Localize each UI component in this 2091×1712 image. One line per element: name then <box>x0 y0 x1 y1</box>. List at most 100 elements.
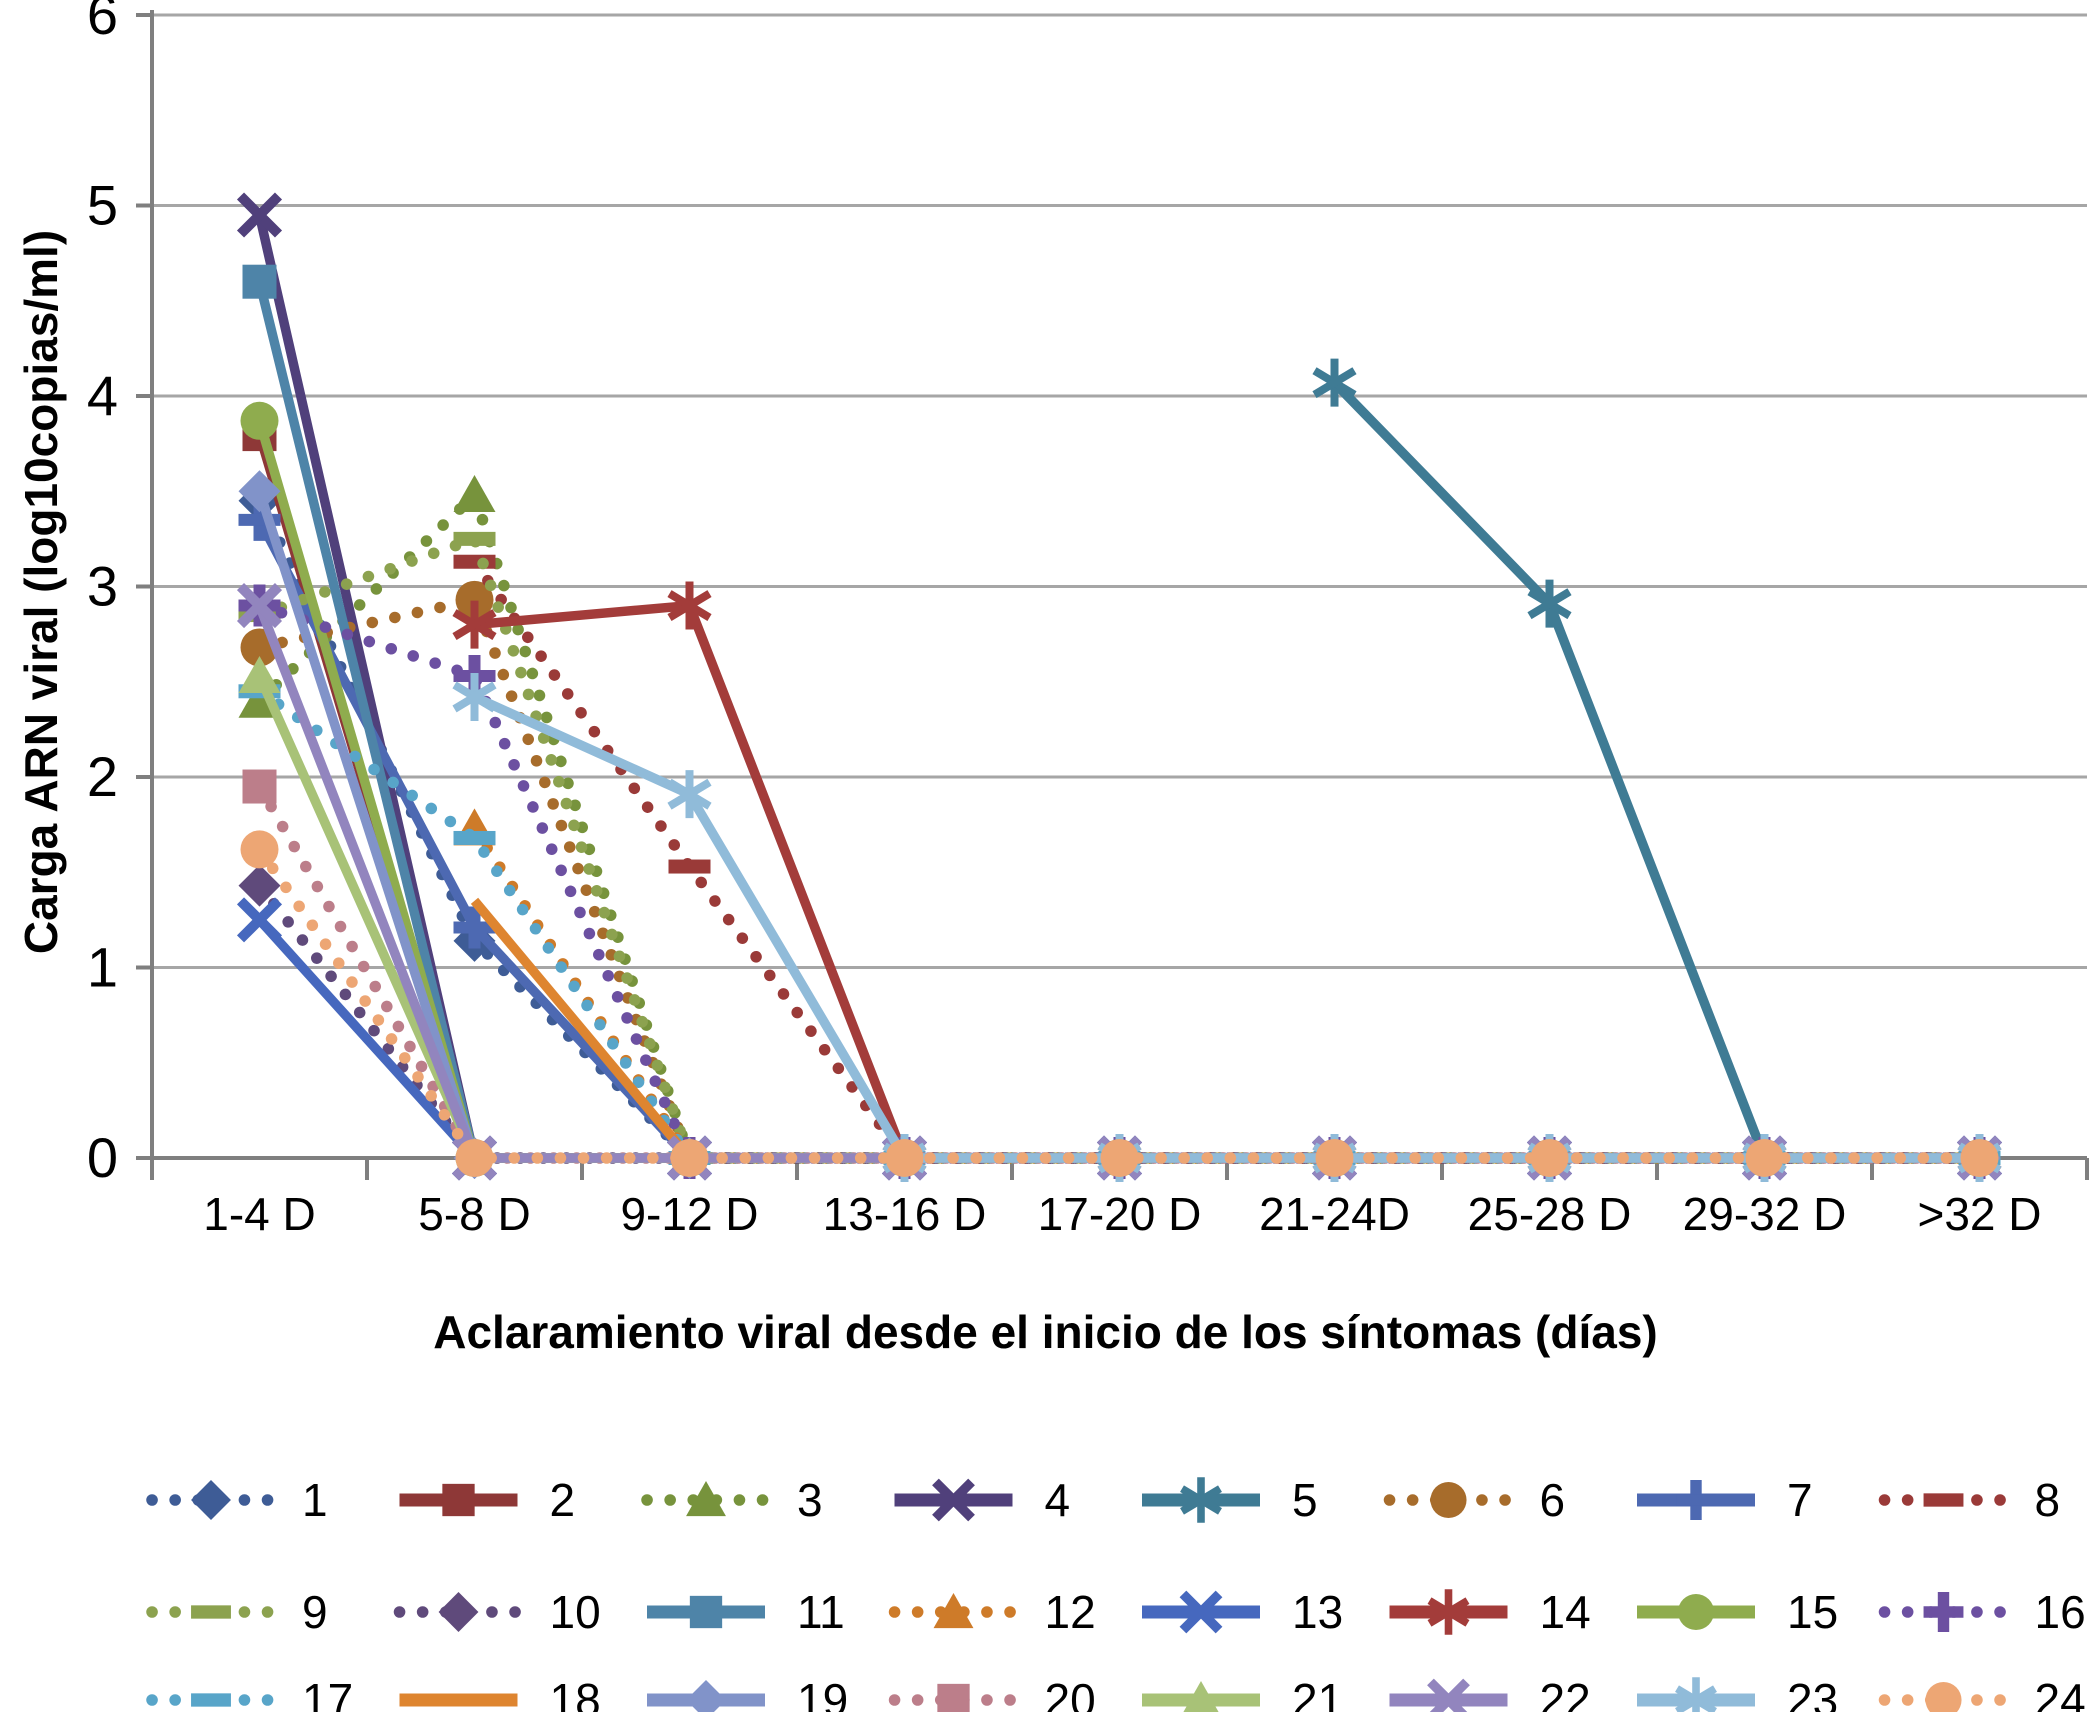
marker-dash <box>668 859 711 874</box>
legend-label-22: 22 <box>1540 1674 1591 1712</box>
marker-circle <box>885 1139 924 1177</box>
marker-circle <box>1960 1139 1999 1177</box>
x-tick-label: 17-20 D <box>1038 1188 1202 1240</box>
marker-circle <box>1100 1139 1139 1177</box>
marker-x <box>236 583 283 629</box>
legend-label-11: 11 <box>797 1586 845 1638</box>
marker-triangle <box>933 1593 974 1629</box>
marker-asterisk <box>667 778 712 810</box>
series-3-line <box>253 489 1986 1164</box>
marker-circle <box>1745 1139 1784 1177</box>
legend-label-6: 6 <box>1540 1474 1566 1526</box>
y-tick-label: 6 <box>87 0 118 46</box>
marker-diamond <box>438 1592 479 1632</box>
legend-label-15: 15 <box>1787 1586 1838 1638</box>
marker-asterisk <box>452 681 497 713</box>
legend-label-24: 24 <box>2035 1674 2086 1712</box>
marker-x <box>932 1478 975 1522</box>
legend-label-20: 20 <box>1045 1674 1096 1712</box>
legend-label-7: 7 <box>1787 1474 1813 1526</box>
marker-circle <box>455 1139 494 1177</box>
x-tick-label: 1-4 D <box>203 1188 315 1240</box>
marker-square <box>242 264 277 299</box>
series-10-line <box>253 879 1986 1164</box>
x-tick-label: 9-12 D <box>620 1188 758 1240</box>
x-tick-label: 25-28 D <box>1468 1188 1632 1240</box>
series-16-line <box>253 599 1986 1164</box>
legend-label-14: 14 <box>1540 1586 1591 1638</box>
legend-label-5: 5 <box>1292 1474 1318 1526</box>
marker-asterisk <box>452 609 497 641</box>
series-6-line <box>253 594 1986 1164</box>
marker-dash <box>191 1605 231 1619</box>
marker-x <box>1179 1590 1223 1634</box>
x-tick-label: 13-16 D <box>823 1188 987 1240</box>
marker-dash <box>191 1693 231 1707</box>
legend-label-2: 2 <box>550 1474 576 1526</box>
y-tick-label: 5 <box>87 174 118 237</box>
legend-label-10: 10 <box>550 1586 601 1638</box>
marker-triangle <box>686 1481 726 1517</box>
marker-dash <box>453 830 496 845</box>
marker-circle <box>1677 1593 1715 1631</box>
legend-label-21: 21 <box>1292 1674 1343 1712</box>
y-tick-label: 0 <box>87 1126 118 1189</box>
legend-label-19: 19 <box>797 1674 848 1712</box>
y-tick-label: 2 <box>87 745 118 808</box>
marker-circle <box>1430 1481 1467 1519</box>
marker-asterisk <box>1527 588 1572 620</box>
marker-diamond <box>686 1680 726 1712</box>
marker-triangle <box>1183 1681 1219 1712</box>
marker-diamond <box>238 864 281 907</box>
marker-circle <box>1315 1139 1354 1177</box>
marker-dash <box>453 531 496 546</box>
y-tick-label: 4 <box>87 364 118 427</box>
marker-asterisk <box>1427 1597 1470 1627</box>
marker-asterisk <box>1312 367 1357 399</box>
y-tick-label: 1 <box>87 936 118 999</box>
marker-circle <box>1925 1681 1962 1712</box>
marker-dash <box>453 554 496 569</box>
legend-label-17: 17 <box>302 1674 353 1712</box>
marker-diamond <box>191 1480 231 1520</box>
x-axis-title: Aclaramiento viral desde el inicio de lo… <box>433 1306 1658 1358</box>
legend-label-18: 18 <box>550 1674 601 1712</box>
marker-circle <box>240 830 279 869</box>
marker-triangle <box>238 656 281 694</box>
x-tick-label: >32 D <box>1917 1188 2041 1240</box>
series-22-line <box>255 603 1980 1163</box>
series-4-line <box>254 213 1980 1163</box>
legend-label-12: 12 <box>1045 1586 1096 1638</box>
legend-label-23: 23 <box>1787 1674 1838 1712</box>
marker-square <box>442 1483 475 1517</box>
marker-asterisk <box>667 590 712 621</box>
marker-dash <box>1923 1493 1964 1507</box>
marker-circle <box>455 580 494 619</box>
x-tick-label: 5-8 D <box>418 1188 530 1240</box>
marker-circle <box>670 1139 709 1177</box>
marker-triangle <box>453 475 496 513</box>
series-17-line <box>253 685 1986 1164</box>
marker-circle <box>240 401 279 440</box>
legend-label-8: 8 <box>2035 1474 2061 1526</box>
legend-label-1: 1 <box>302 1474 328 1526</box>
marker-diamond <box>238 470 281 513</box>
legend-label-13: 13 <box>1292 1586 1343 1638</box>
marker-asterisk <box>1675 1685 1717 1712</box>
legend-label-4: 4 <box>1045 1474 1071 1526</box>
legend-label-16: 16 <box>2035 1586 2086 1638</box>
x-tick-label: 21-24D <box>1259 1188 1410 1240</box>
series-5-line <box>1331 379 1980 1163</box>
series-23-line <box>472 692 1980 1163</box>
y-axis-title: Carga ARN viral (log10copias/ml) <box>15 229 67 955</box>
marker-square <box>689 1595 723 1629</box>
legend-label-9: 9 <box>302 1586 328 1638</box>
x-tick-label: 29-32 D <box>1683 1188 1847 1240</box>
series-21-line <box>255 674 1980 1163</box>
marker-x <box>236 192 283 238</box>
legend-label-3: 3 <box>797 1474 823 1526</box>
marker-circle <box>1530 1139 1569 1177</box>
marker-asterisk <box>1180 1485 1222 1515</box>
